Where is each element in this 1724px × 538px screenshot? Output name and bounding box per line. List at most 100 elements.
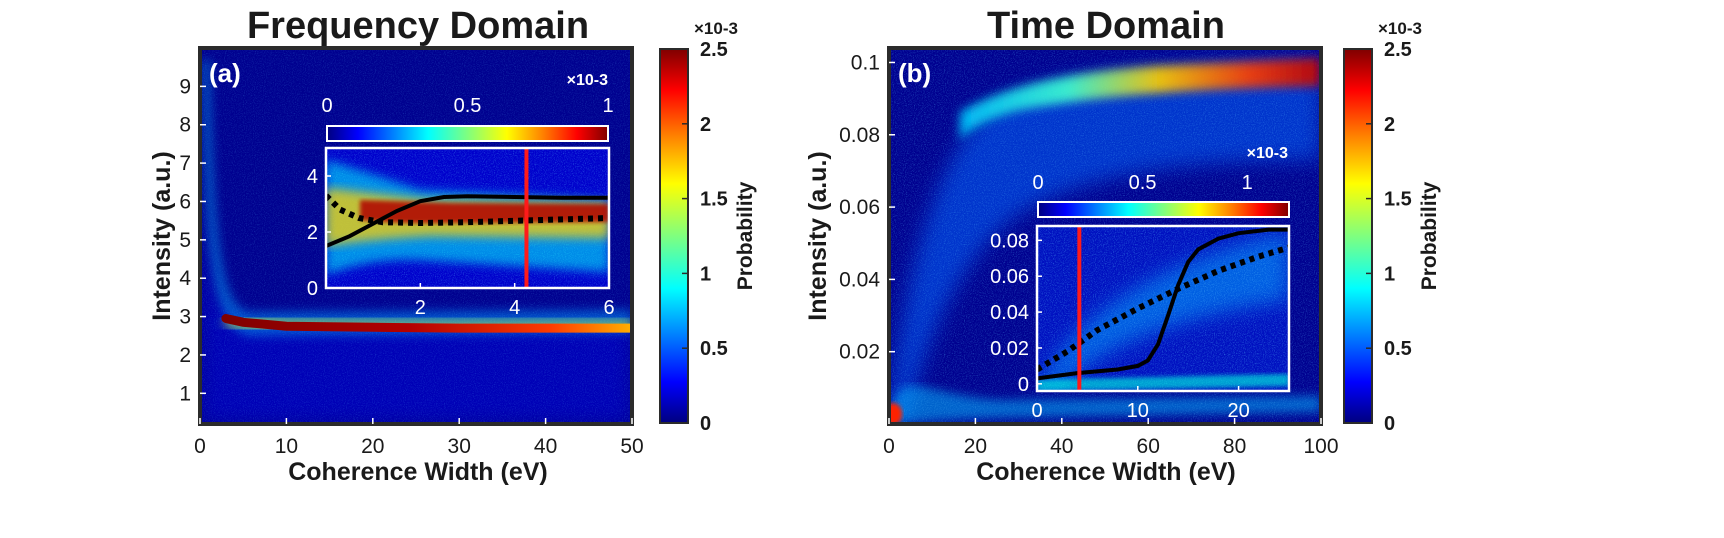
x-tick-label: 20 <box>964 435 987 458</box>
y-tick-label: 3 <box>179 306 191 329</box>
panel-b-colorbar: ×10-3 0 0.5 1 1.5 2 2.5 Probability <box>1343 19 1441 435</box>
colorbar-tick-label: 2 <box>700 114 711 136</box>
colorbar-tick-label: 1 <box>1384 263 1395 285</box>
inset-y-tick-label: 2 <box>307 222 318 244</box>
panel-a-xlabel: Coherence Width (eV) <box>288 458 548 486</box>
panel-b-inset-frame <box>1035 224 1291 393</box>
inset-colorbar-tick-label: 0.5 <box>454 95 482 117</box>
panel-a-inset-frame <box>324 146 611 290</box>
y-tick-label: 7 <box>179 152 191 175</box>
inset-y-tick-label: 0 <box>307 278 318 300</box>
x-tick-label: 80 <box>1223 435 1246 458</box>
x-tick-label: 30 <box>448 435 471 458</box>
panel-b-inset-plot <box>1037 226 1289 391</box>
panel-b-label: (b) <box>898 58 931 88</box>
inset-colorbar-tick-label: 1 <box>1242 172 1253 194</box>
colorbar-tick-label: 2 <box>1384 114 1395 136</box>
inset-colorbar-tick-label: 0 <box>321 95 332 117</box>
panel-b-colorbar-exponent: ×10-3 <box>1378 19 1422 38</box>
colorbar-tick-label: 0 <box>1384 413 1395 435</box>
colorbar-tick-label: 1 <box>700 263 711 285</box>
inset-colorbar-tick-label: 1 <box>602 95 613 117</box>
panel-a-inset-band-core <box>360 200 609 224</box>
panel-a-colorbar: ×10-3 0 0.5 1 1.5 2 2.5 Probability <box>659 19 757 435</box>
y-tick-label: 8 <box>179 114 191 137</box>
y-tick-label: 5 <box>179 229 191 252</box>
panel-b: Time Domain 0 20 40 60 80 1000.020.040.060.08… <box>804 5 1441 486</box>
panel-b-inset-exponent: ×10-3 <box>1247 145 1288 162</box>
y-tick-label: 0.08 <box>839 124 880 147</box>
panel-b-colorbar-bar <box>1343 48 1373 424</box>
y-tick-label: 0.02 <box>839 341 880 364</box>
panel-a-frame <box>198 46 634 426</box>
panel-b-inset-noise <box>1037 226 1289 391</box>
panel-a-colorbar-label: Probability <box>734 181 757 290</box>
panel-a-inset-colorbar-ticks: 0 0.5 1 <box>321 95 613 117</box>
inset-y-tick-label: 0 <box>1018 374 1029 396</box>
inset-y-tick-label: 4 <box>307 166 318 188</box>
panel-b-inset-dotted-curve <box>1037 244 1289 373</box>
x-tick-label: 20 <box>361 435 384 458</box>
panel-a-inset-colorbar <box>326 125 609 142</box>
inset-colorbar-tick-label: 0.5 <box>1129 172 1157 194</box>
colorbar-tick-label: 0.5 <box>1384 338 1412 360</box>
inset-y-tick-label: 0.06 <box>990 266 1029 288</box>
panel-b-inset-colorbar <box>1037 201 1290 218</box>
panel-a-inset-dotted-curve <box>326 193 609 227</box>
panel-b-colorbar-ticks: 0 0.5 1 1.5 2 2.5 <box>1366 39 1412 435</box>
panel-b-ylabel: Intensity (a.u.) <box>804 151 832 320</box>
panel-a-label: (a) <box>209 58 241 88</box>
x-tick-label: 40 <box>534 435 557 458</box>
y-tick-label: 6 <box>179 190 191 213</box>
x-tick-label: 100 <box>1303 435 1338 458</box>
x-tick-label: 40 <box>1050 435 1073 458</box>
x-tick-label: 50 <box>620 435 643 458</box>
y-tick-label: 9 <box>179 75 191 98</box>
panel-b-title: Time Domain <box>987 5 1225 47</box>
y-tick-label: 4 <box>179 267 191 290</box>
panel-a-inset-solid-curve <box>326 194 609 248</box>
inset-x-tick-label: 4 <box>509 297 520 319</box>
x-tick-label: 10 <box>275 435 298 458</box>
colorbar-tick-label: 1.5 <box>1384 189 1412 211</box>
panel-a-colorbar-bar <box>659 48 689 424</box>
colorbar-tick-label: 2.5 <box>700 39 728 61</box>
inset-y-tick-label: 0.08 <box>990 230 1029 252</box>
panel-a-colorbar-ticks: 0 0.5 1 1.5 2 2.5 <box>682 39 728 435</box>
y-tick-label: 2 <box>179 344 191 367</box>
panel-b-origin-hotspot <box>889 403 902 424</box>
panel-a-inset-plot <box>326 148 609 288</box>
panel-b-xlabel: Coherence Width (eV) <box>976 458 1236 486</box>
inset-x-tick-label: 0 <box>1031 400 1042 422</box>
inset-colorbar-tick-label: 0 <box>1032 172 1043 194</box>
panel-a-ylabel: Intensity (a.u.) <box>148 151 176 320</box>
inset-x-tick-label: 10 <box>1127 400 1149 422</box>
y-tick-label: 0.04 <box>839 268 880 291</box>
panel-b-inset-solid-curve <box>1037 227 1289 381</box>
inset-y-tick-label: 0.02 <box>990 338 1029 360</box>
inset-x-tick-label: 6 <box>603 297 614 319</box>
colorbar-tick-label: 0.5 <box>700 338 728 360</box>
panel-a-colorbar-exponent: ×10-3 <box>694 19 738 38</box>
x-tick-label: 0 <box>883 435 895 458</box>
panel-b-colorbar-label: Probability <box>1418 181 1441 290</box>
x-tick-label: 60 <box>1137 435 1160 458</box>
panel-b-inset-floor <box>1037 374 1289 391</box>
colorbar-tick-label: 1.5 <box>700 189 728 211</box>
panel-a-title: Frequency Domain <box>247 5 589 47</box>
colorbar-tick-label: 2.5 <box>1384 39 1412 61</box>
panel-a-inset-ticks: 2 4 6 0 2 4 <box>307 166 615 319</box>
x-tick-label: 0 <box>194 435 206 458</box>
inset-x-tick-label: 2 <box>415 297 426 319</box>
inset-x-tick-label: 20 <box>1227 400 1249 422</box>
panel-b-inset-colorbar-ticks: 0 0.5 1 <box>1032 172 1252 194</box>
panel-a-inset-exponent: ×10-3 <box>567 72 608 89</box>
panel-a-ridge <box>221 314 632 333</box>
y-tick-label: 1 <box>179 382 191 405</box>
